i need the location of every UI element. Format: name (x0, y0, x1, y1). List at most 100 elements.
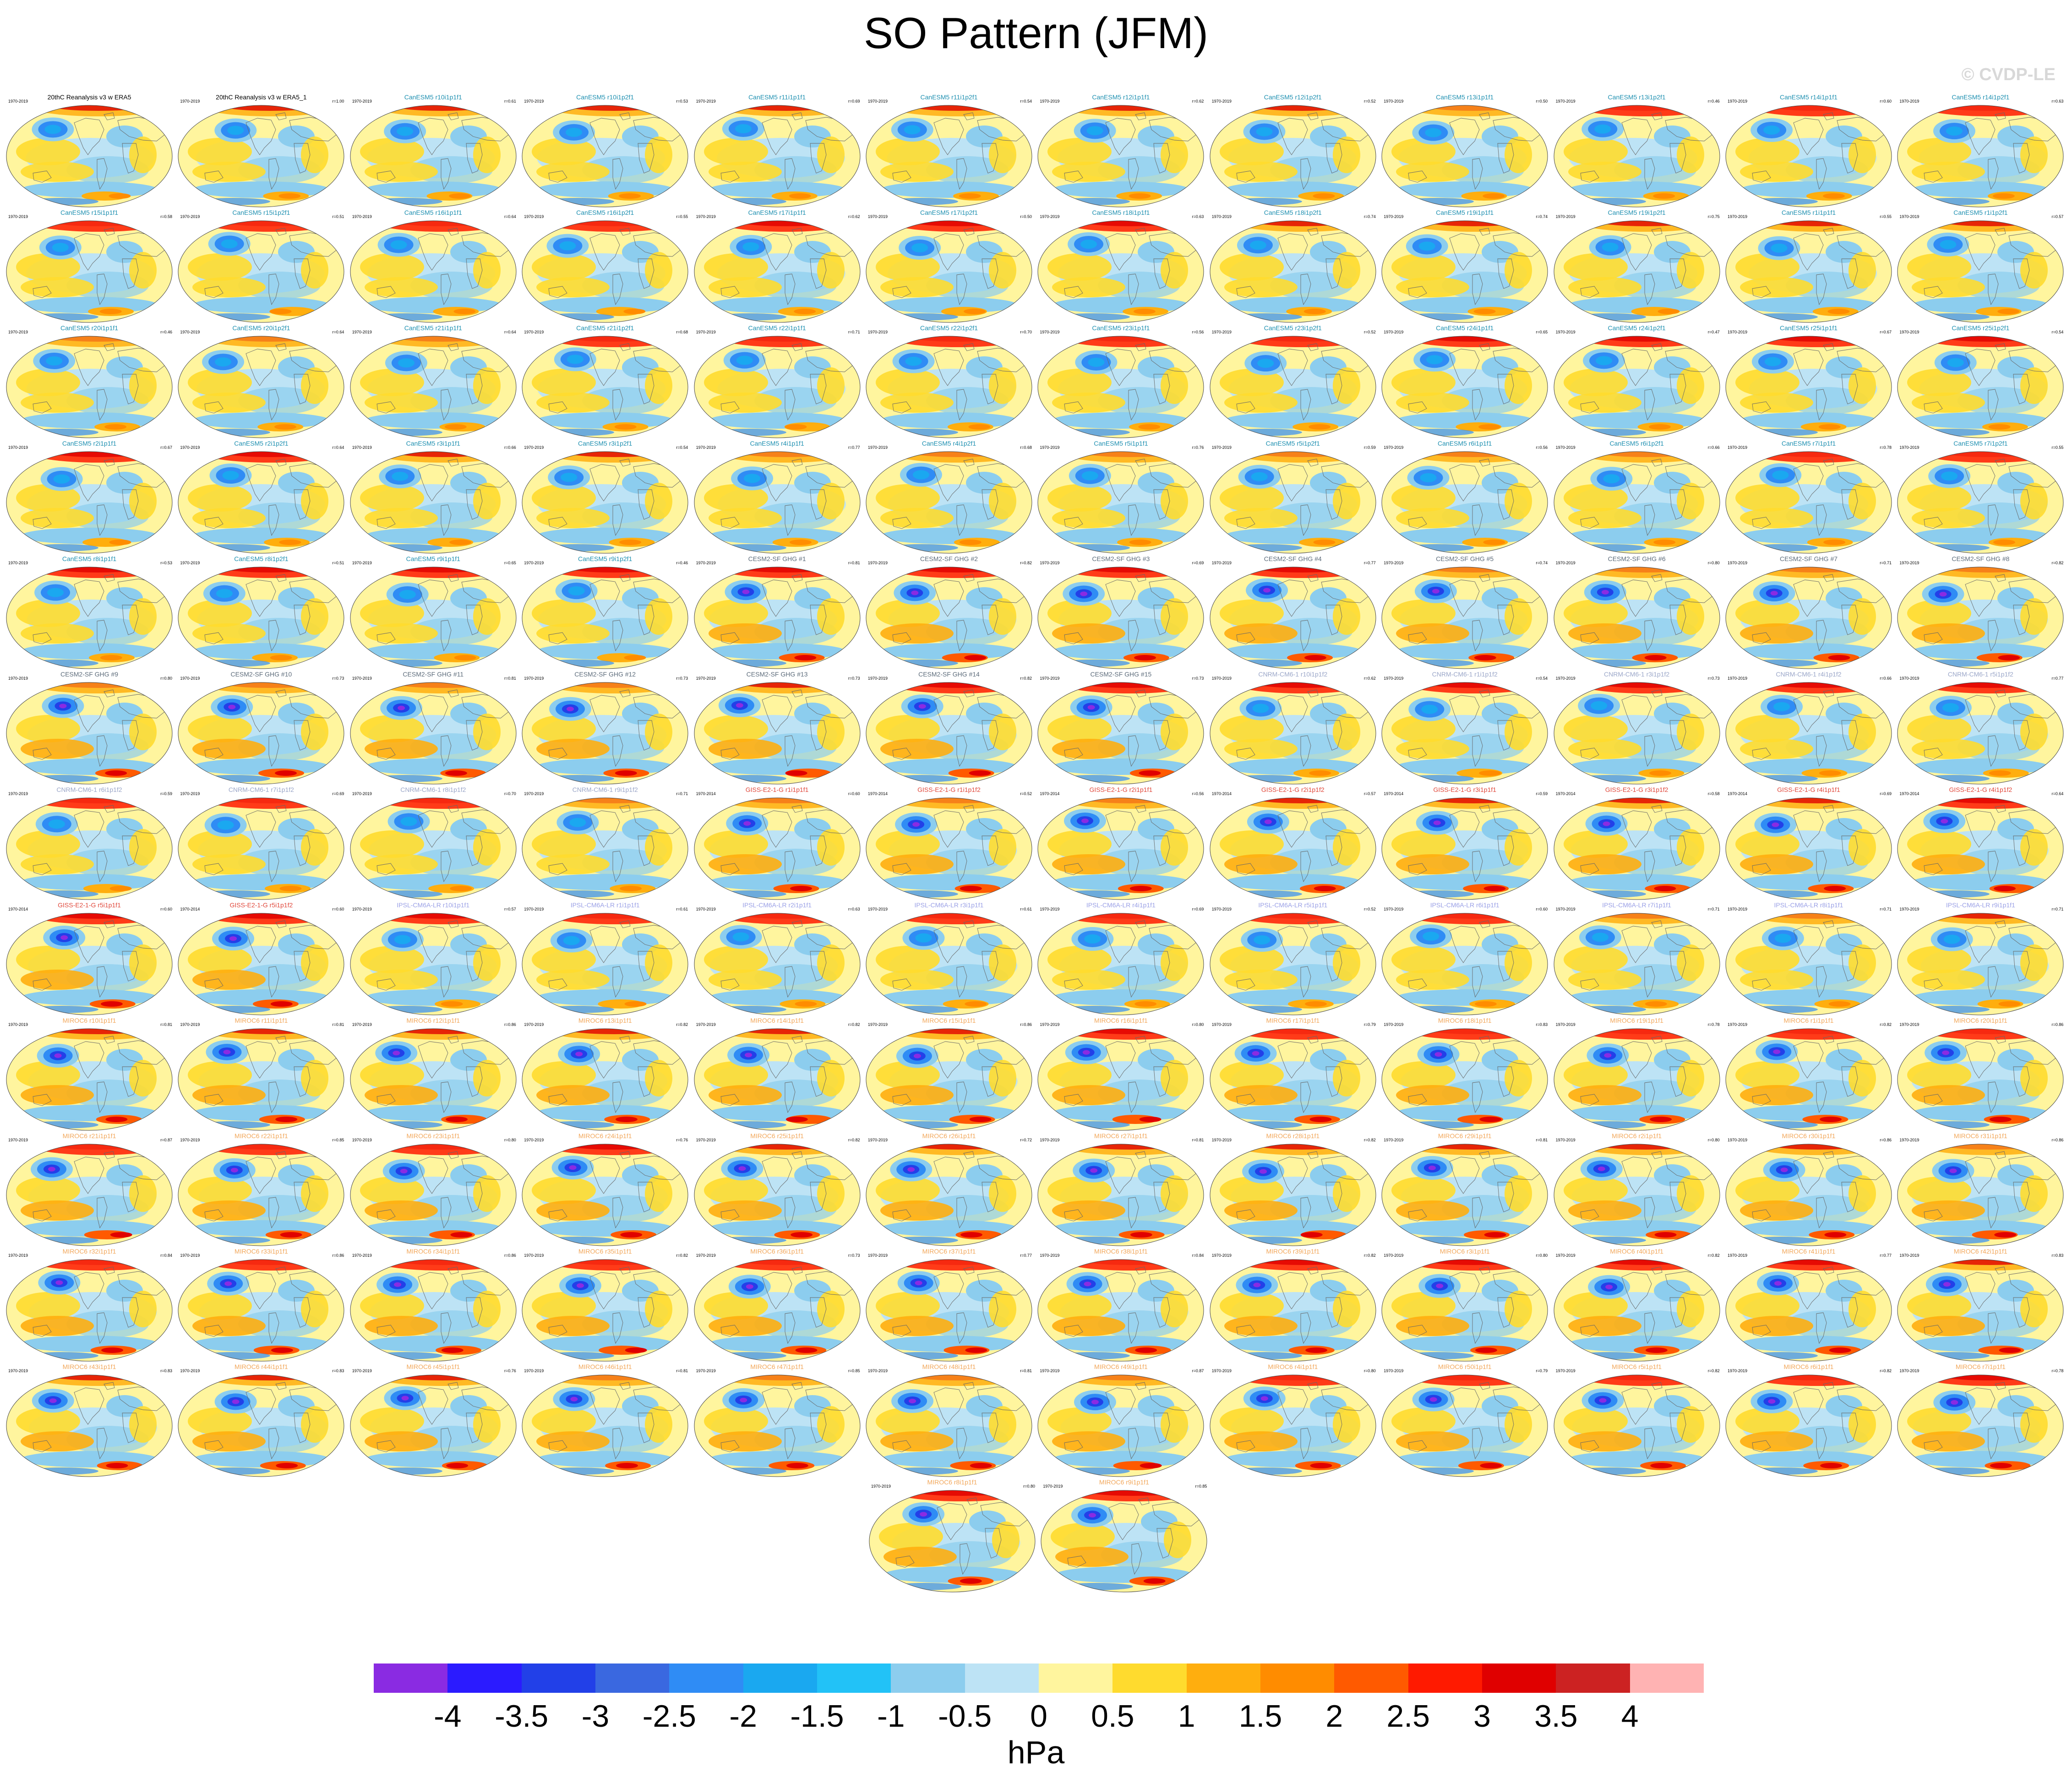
panel-correlation: r=0.57 (2051, 214, 2064, 219)
panel-years: 1970-2019 (524, 99, 544, 104)
map-panel: CanESM5 r14i1p2f1 1970-2019 r=0.63 (1895, 93, 2066, 208)
map-contour (6, 1374, 173, 1477)
map-panel: CanESM5 r13i1p2f1 1970-2019 r=0.46 (1551, 93, 1723, 208)
map-contour (866, 220, 1032, 323)
panel-years: 1970-2019 (1211, 214, 1232, 219)
panel-years: 1970-2019 (180, 791, 200, 796)
panel-title: MIROC6 r41i1p1f1 (1782, 1248, 1836, 1255)
panel-correlation: r=1.00 (332, 99, 344, 104)
panel-correlation: r=0.60 (332, 907, 344, 911)
panel-title: IPSL-CM6A-LR r6i1p1f1 (1430, 901, 1499, 909)
panel-correlation: r=0.74 (1364, 214, 1376, 219)
panel-years: 1970-2019 (1040, 445, 1060, 450)
map-panel: CanESM5 r22i1p1f1 1970-2019 r=0.71 (692, 324, 863, 439)
map-contour (350, 1028, 517, 1131)
colorbar-swatch (669, 1663, 743, 1693)
map-panel: CESM2-SF GHG #12 1970-2019 r=0.73 (519, 671, 691, 785)
panel-correlation: r=0.78 (1707, 1022, 1720, 1027)
map-contour (350, 1144, 517, 1246)
panel-correlation: r=0.60 (848, 791, 860, 796)
panel-title: MIROC6 r48i1p1f1 (922, 1363, 976, 1370)
map-contour (6, 797, 173, 900)
map-contour (694, 336, 861, 438)
map-panel: GISS-E2-1-G r5i1p1f2 1970-2014 r=0.60 (175, 901, 347, 1016)
panel-years: 1970-2019 (868, 1369, 888, 1373)
panel-correlation: r=0.66 (1880, 676, 1892, 681)
map-panel: IPSL-CM6A-LR r6i1p1f1 1970-2019 r=0.60 (1379, 901, 1550, 1016)
panel-title: MIROC6 r22i1p1f1 (234, 1132, 288, 1140)
panel-years: 1970-2019 (868, 214, 888, 219)
map-panel: CESM2-SF GHG #4 1970-2019 r=0.77 (1207, 555, 1379, 670)
panel-correlation: r=0.77 (2051, 676, 2064, 681)
panel-years: 1970-2019 (180, 1253, 200, 1258)
colorbar-swatch (1186, 1663, 1260, 1693)
map-panel: CanESM5 r11i1p2f1 1970-2019 r=0.54 (863, 93, 1035, 208)
map-contour (1037, 913, 1204, 1015)
panel-years: 1970-2019 (1040, 1253, 1060, 1258)
panel-years: 1970-2019 (8, 99, 28, 104)
panel-years: 1970-2014 (868, 791, 888, 796)
panel-title: CanESM5 r6i1p2f1 (1609, 440, 1664, 447)
map-panel: CESM2-SF GHG #6 1970-2019 r=0.80 (1551, 555, 1723, 670)
panel-correlation: r=0.56 (1192, 330, 1204, 334)
panel-title: CanESM5 r24i1p1f1 (1436, 324, 1494, 332)
colorbar-swatch (1260, 1663, 1335, 1693)
map-contour (522, 1259, 688, 1362)
colorbar-swatch (891, 1663, 965, 1693)
panel-correlation: r=0.82 (848, 1022, 860, 1027)
panel-title: MIROC6 r50i1p1f1 (1438, 1363, 1492, 1370)
panel-years: 1970-2019 (1211, 907, 1232, 911)
map-contour (1897, 1259, 2064, 1362)
panel-correlation: r=0.82 (676, 1022, 688, 1027)
panel-title: CanESM5 r11i1p2f1 (920, 93, 978, 101)
panel-years: 1970-2019 (1211, 1022, 1232, 1027)
map-panel: CNRM-CM6-1 r6i1p1f2 1970-2019 r=0.59 (4, 786, 175, 900)
panel-title: MIROC6 r19i1p1f1 (1610, 1017, 1663, 1024)
panel-title: MIROC6 r32i1p1f1 (62, 1248, 116, 1255)
panel-correlation: r=0.76 (1192, 445, 1204, 450)
panel-correlation: r=0.46 (1707, 99, 1720, 104)
panel-years: 1970-2019 (1040, 676, 1060, 681)
map-panel: MIROC6 r1i1p1f1 1970-2019 r=0.82 (1723, 1017, 1894, 1131)
map-contour (1037, 1374, 1204, 1477)
map-panel: CESM2-SF GHG #1 1970-2019 r=0.81 (692, 555, 863, 670)
panel-correlation: r=0.81 (676, 1369, 688, 1373)
panel-correlation: r=0.82 (1020, 561, 1032, 565)
panel-correlation: r=0.56 (1192, 791, 1204, 796)
panel-correlation: r=0.55 (2051, 445, 2064, 450)
panel-correlation: r=0.82 (2051, 561, 2064, 565)
panel-title: GISS-E2-1-G r4i1p1f1 (1777, 786, 1840, 793)
panel-correlation: r=0.64 (2051, 791, 2064, 796)
panel-years: 1970-2019 (1211, 1253, 1232, 1258)
panel-correlation: r=0.70 (1020, 330, 1032, 334)
map-contour (694, 913, 861, 1015)
panel-correlation: r=0.55 (1880, 214, 1892, 219)
panel-correlation: r=0.76 (504, 1369, 516, 1373)
panel-correlation: r=0.47 (1707, 330, 1720, 334)
map-contour (1897, 567, 2064, 669)
map-panel: CNRM-CM6-1 r5i1p1f2 1970-2019 r=0.77 (1895, 671, 2066, 785)
panel-correlation: r=0.76 (676, 1138, 688, 1142)
map-panel: MIROC6 r9i1p1f1 1970-2019 r=0.85 (1038, 1478, 1210, 1593)
map-contour (178, 220, 344, 323)
panel-years: 1970-2019 (696, 330, 716, 334)
panel-title: CanESM5 r6i1p1f1 (1438, 440, 1492, 447)
colorbar-tick-label: 1 (1178, 1699, 1195, 1734)
panel-years: 1970-2019 (8, 676, 28, 681)
panel-title: CanESM5 r9i1p1f1 (406, 555, 460, 562)
map-contour (1037, 220, 1204, 323)
map-contour (178, 682, 344, 785)
panel-years: 1970-2019 (1555, 445, 1576, 450)
panel-title: CESM2-SF GHG #15 (1090, 671, 1152, 678)
panel-correlation: r=0.85 (848, 1369, 860, 1373)
page-title: SO Pattern (JFM) (863, 9, 1209, 58)
panel-title: MIROC6 r11i1p1f1 (234, 1017, 288, 1024)
map-panel: CanESM5 r7i1p1f1 1970-2019 r=0.78 (1723, 440, 1894, 554)
panel-years: 1970-2019 (352, 676, 372, 681)
map-contour (1725, 1259, 1892, 1362)
map-panel: CanESM5 r16i1p2f1 1970-2019 r=0.55 (519, 209, 691, 323)
panel-years: 1970-2019 (1728, 676, 1748, 681)
watermark: © CVDP-LE (1961, 65, 2056, 84)
panel-years: 1970-2019 (696, 907, 716, 911)
panel-correlation: r=0.84 (160, 1253, 172, 1258)
